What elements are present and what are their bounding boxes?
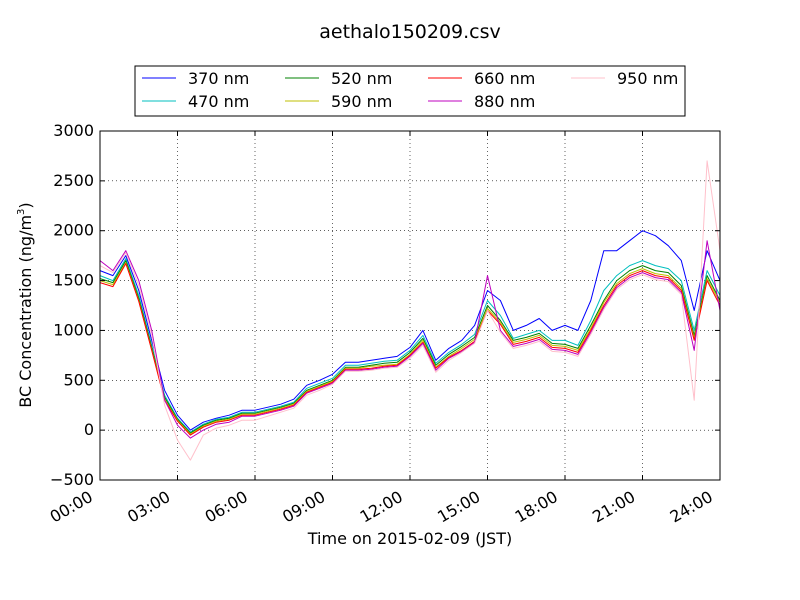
legend-label: 370 nm xyxy=(188,69,249,88)
y-axis-ticks: −500 0 500 1000 1500 2000 2500 3000 xyxy=(50,121,720,489)
series-line-880-nm xyxy=(99,240,721,439)
y-axis-label-close: ) xyxy=(16,202,35,208)
legend-label: 950 nm xyxy=(617,69,678,88)
y-tick-label: 2000 xyxy=(53,221,94,240)
y-tick-label: −500 xyxy=(50,470,94,489)
legend-label: 660 nm xyxy=(474,69,535,88)
y-axis-label-superscript: 3 xyxy=(16,209,27,215)
legend-label: 880 nm xyxy=(474,92,535,111)
series-line-950-nm xyxy=(99,160,721,461)
y-tick-label: 1500 xyxy=(53,271,94,290)
legend-label: 590 nm xyxy=(331,92,392,111)
y-tick-label: 1000 xyxy=(53,320,94,339)
legend: 370 nm 470 nm 520 nm 590 nm 660 nm 880 nm 950 … xyxy=(134,65,686,117)
series-line-590-nm xyxy=(99,262,721,435)
series-layer xyxy=(99,160,721,461)
chart-title: aethalo150209.csv xyxy=(319,21,501,43)
series-line-470-nm xyxy=(99,258,721,433)
y-tick-label: 0 xyxy=(84,420,94,439)
y-axis-label-main: BC Concentration (ng/m xyxy=(16,215,35,408)
series-line-660-nm xyxy=(99,263,721,436)
x-axis-label: Time on 2015-02-09 (JST) xyxy=(307,529,512,548)
y-tick-label: 3000 xyxy=(53,121,94,140)
series-line-370-nm xyxy=(99,230,721,431)
legend-label: 520 nm xyxy=(331,69,392,88)
legend-label: 470 nm xyxy=(188,92,249,111)
y-tick-label: 2500 xyxy=(53,171,94,190)
legend-frame xyxy=(134,65,686,117)
series-line-520-nm xyxy=(99,260,721,434)
y-axis-label: BC Concentration (ng/m3) xyxy=(16,202,35,407)
y-tick-label: 500 xyxy=(63,370,94,389)
